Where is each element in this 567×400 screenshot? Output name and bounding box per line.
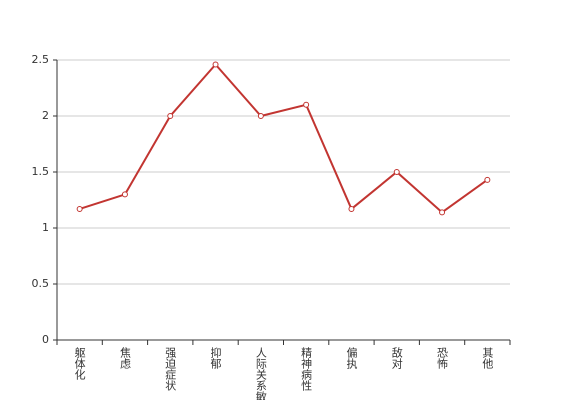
x-tick-label: 人际关系敏感 (254, 347, 267, 400)
y-tick-label: 2.5 (32, 53, 50, 66)
data-point (167, 113, 174, 119)
x-tick-label: 抑郁 (209, 346, 222, 369)
data-point (439, 209, 446, 216)
x-tick-label: 其他 (481, 347, 494, 369)
data-point (393, 169, 400, 175)
x-tick-label: 精神病性 (300, 347, 313, 392)
data-point (121, 191, 128, 198)
x-tick-label: 躯体化 (73, 347, 86, 381)
x-tick-label: 偏执 (345, 346, 358, 370)
y-tick-label: 1.5 (32, 165, 50, 178)
data-point (303, 101, 310, 108)
y-tick-label: 0.5 (32, 277, 50, 290)
x-tick-label: 恐怖 (436, 347, 449, 369)
data-point (212, 61, 219, 68)
data-point (484, 176, 491, 183)
x-tick-label: 焦虑 (118, 347, 131, 369)
data-point (348, 205, 355, 212)
y-tick-label: 2 (42, 109, 49, 122)
y-tick-label: 0 (42, 333, 49, 346)
x-tick-label: 敌对 (390, 346, 403, 369)
x-tick-label: 强迫症状 (164, 347, 177, 391)
data-point (76, 205, 83, 212)
data-point (257, 113, 264, 119)
data-line (79, 62, 488, 214)
y-tick-label: 1 (42, 221, 49, 234)
